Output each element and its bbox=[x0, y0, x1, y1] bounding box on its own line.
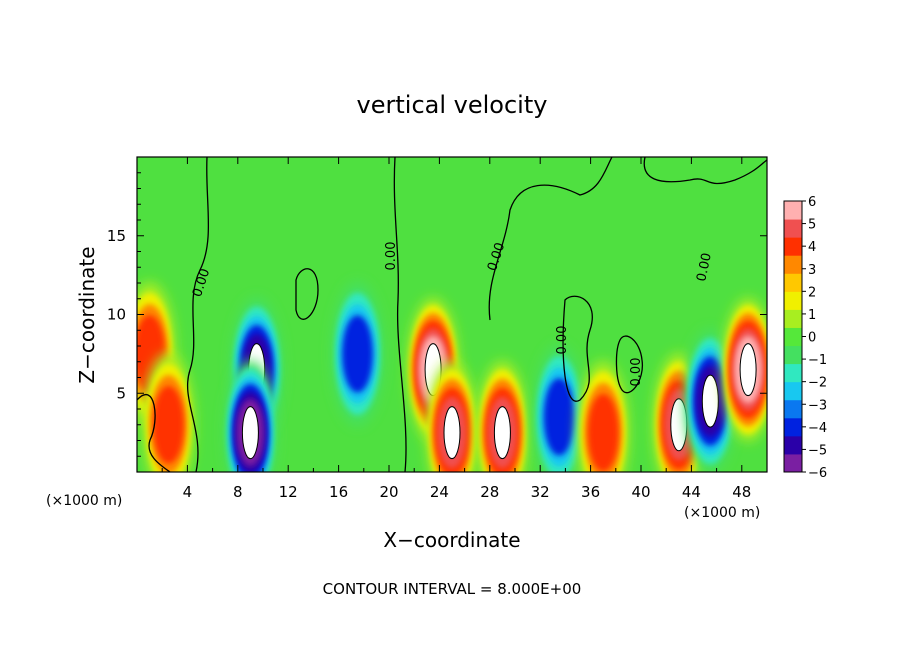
y-tick-label: 5 bbox=[116, 384, 126, 402]
x-tick-label: 28 bbox=[480, 483, 499, 501]
contour-interval-note: CONTOUR INTERVAL = 8.000E+00 bbox=[323, 580, 582, 598]
velocity-feature bbox=[577, 360, 630, 472]
x-unit-left: (×1000 m) bbox=[46, 493, 122, 509]
velocity-feature bbox=[684, 329, 737, 472]
x-tick-label: 8 bbox=[233, 483, 243, 501]
colorbar-swatch bbox=[784, 417, 802, 437]
colorbar-tick-label: −4 bbox=[808, 421, 827, 436]
velocity-level bbox=[342, 315, 373, 393]
x-tick-label: 40 bbox=[631, 483, 650, 501]
x-tick-label: 44 bbox=[682, 483, 701, 501]
y-tick-label: 10 bbox=[107, 306, 126, 324]
velocity-core bbox=[739, 343, 757, 397]
x-tick-label: 20 bbox=[379, 483, 398, 501]
x-tick-label: 4 bbox=[183, 483, 193, 501]
x-tick-label: 32 bbox=[531, 483, 550, 501]
x-tick-label: 48 bbox=[732, 483, 751, 501]
colorbar-tick-label: 0 bbox=[808, 331, 816, 346]
contour-label: 0.00 bbox=[629, 358, 644, 387]
velocity-feature bbox=[533, 344, 586, 472]
colorbar-tick-label: 4 bbox=[808, 240, 816, 255]
colorbar-swatch bbox=[784, 345, 802, 365]
x-unit-right: (×1000 m) bbox=[684, 505, 760, 521]
colorbar-tick-label: −5 bbox=[808, 443, 827, 458]
velocity-feature bbox=[142, 352, 195, 472]
colorbar-swatch bbox=[784, 381, 802, 401]
plot-area: 0.000.00 0.000.000.000.00 bbox=[137, 157, 767, 472]
colorbar-tick-label: 6 bbox=[808, 195, 816, 210]
colorbar-swatch bbox=[784, 291, 802, 310]
colorbar-tick-label: −6 bbox=[808, 466, 827, 481]
x-tick-label: 12 bbox=[279, 483, 298, 501]
velocity-feature bbox=[722, 297, 767, 442]
colorbar-swatch bbox=[784, 453, 802, 473]
colorbar-tick-label: −3 bbox=[808, 398, 827, 413]
colorbar-tick-label: 2 bbox=[808, 285, 816, 300]
velocity-core bbox=[443, 406, 461, 460]
colorbar-tick-label: 5 bbox=[808, 218, 816, 233]
velocity-feature bbox=[224, 360, 277, 472]
colorbar-tick-label: 1 bbox=[808, 308, 816, 323]
colorbar-tick-label: 3 bbox=[808, 263, 816, 278]
contour-label: 0.00 bbox=[555, 326, 570, 355]
colorbar-swatch bbox=[784, 363, 802, 383]
velocity-feature bbox=[476, 360, 529, 472]
x-axis-label: X−coordinate bbox=[383, 528, 520, 552]
colorbar-swatch bbox=[784, 435, 802, 455]
y-axis-label: Z−coordinate bbox=[75, 246, 99, 383]
colorbar-swatch bbox=[784, 399, 802, 419]
velocity-core bbox=[701, 374, 719, 428]
zero-contour-lines bbox=[137, 157, 767, 472]
colorbar-swatch bbox=[784, 219, 802, 238]
x-tick-label: 36 bbox=[581, 483, 600, 501]
contour-label: 0.00 bbox=[694, 252, 715, 283]
colorbar-swatch bbox=[784, 309, 802, 328]
colorbar-swatch bbox=[784, 255, 802, 274]
velocity-feature bbox=[331, 281, 384, 426]
colorbar-swatch bbox=[784, 237, 802, 256]
y-tick-label: 15 bbox=[107, 227, 126, 245]
velocity-feature bbox=[426, 360, 478, 472]
colorbar-swatch bbox=[784, 201, 802, 220]
velocity-core bbox=[493, 406, 511, 460]
velocity-core bbox=[241, 406, 259, 460]
colorbar-tick-label: −2 bbox=[808, 376, 827, 391]
contour-label-group: 0.000.00 0.000.000.000.00 bbox=[190, 241, 715, 387]
colorbar: 6 5 4 3 2 1 0 −1 −2 −3 −4 −5 −6 bbox=[783, 195, 827, 481]
colorbar-tick-label: −1 bbox=[808, 353, 827, 368]
zero-contour bbox=[295, 268, 319, 320]
zero-contour bbox=[488, 157, 613, 321]
zero-contour bbox=[643, 157, 767, 185]
zero-contour bbox=[137, 393, 171, 472]
velocity-field bbox=[137, 281, 767, 472]
velocity-level bbox=[153, 386, 184, 464]
x-tick-label: 24 bbox=[430, 483, 449, 501]
chart-title: vertical velocity bbox=[357, 91, 548, 119]
velocity-level bbox=[543, 378, 575, 456]
colorbar-swatch bbox=[784, 273, 802, 292]
velocity-level bbox=[587, 393, 619, 472]
x-tick-label: 16 bbox=[329, 483, 348, 501]
contour-label: 0.00 bbox=[384, 242, 399, 271]
zero-contour bbox=[393, 157, 407, 472]
colorbar-swatch bbox=[784, 327, 802, 347]
zero-contour bbox=[615, 335, 643, 394]
zero-contour bbox=[562, 295, 593, 402]
zero-contour bbox=[186, 157, 210, 472]
